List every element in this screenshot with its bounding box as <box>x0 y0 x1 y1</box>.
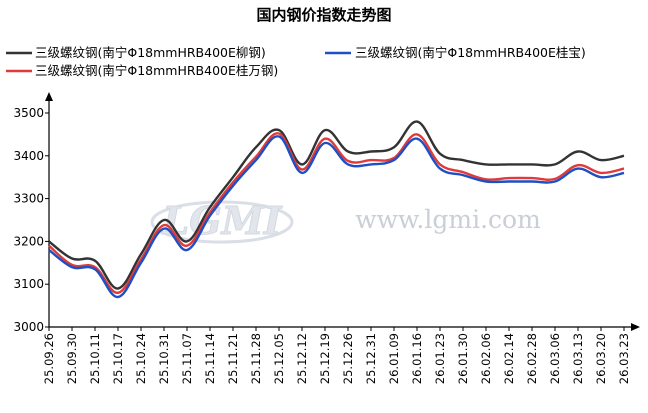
x-tick-label: 25.11.07 <box>180 333 194 384</box>
x-tick-label: 26.01.30 <box>456 333 470 384</box>
x-tick-label: 26.03.20 <box>594 333 608 384</box>
x-tick-label: 25.10.24 <box>134 333 148 384</box>
x-tick-label: 25.10.17 <box>111 333 125 384</box>
legend-label-guibao: 三级螺纹钢(南宁Φ18mmHRB400E桂宝) <box>355 45 586 60</box>
x-tick-label: 25.12.31 <box>364 333 378 384</box>
watermark-logo: LGMI <box>161 198 282 243</box>
chart-title: 国内钢价指数走势图 <box>256 6 391 24</box>
x-axis-arrow <box>631 323 640 331</box>
watermark: LGMI www.lgmi.com <box>150 198 541 244</box>
y-tick-label: 3000 <box>13 320 44 334</box>
x-tick-label: 25.10.11 <box>88 333 102 384</box>
x-tick-label: 25.10.31 <box>157 333 171 384</box>
x-tick-label: 26.01.09 <box>387 333 401 384</box>
x-tick-label: 26.02.28 <box>525 333 539 384</box>
y-tick-label: 3500 <box>13 106 44 120</box>
legend-label-liugang: 三级螺纹钢(南宁Φ18mmHRB400E柳钢) <box>35 45 266 60</box>
legend-label-guiwangang: 三级螺纹钢(南宁Φ18mmHRB400E桂万钢) <box>35 63 278 78</box>
x-tick-label: 25.12.05 <box>272 333 286 384</box>
y-tick-label: 3200 <box>13 234 44 248</box>
x-tick-label: 26.03.23 <box>617 333 631 384</box>
series-line-guiwangang <box>48 132 625 294</box>
y-tick-label: 3100 <box>13 277 44 291</box>
x-tick-label: 26.03.06 <box>548 333 562 384</box>
x-ticks: 25.09.26 25.09.30 25.10.11 25.10.17 25.10.24… <box>42 327 631 384</box>
y-tick-label: 3300 <box>13 192 44 206</box>
x-tick-label: 26.01.23 <box>433 333 447 384</box>
watermark-url: www.lgmi.com <box>355 205 541 234</box>
y-ticks: 3000 3100 3200 3300 3400 3500 <box>13 106 49 334</box>
x-tick-label: 25.09.30 <box>65 333 79 384</box>
x-tick-label: 25.11.21 <box>226 333 240 384</box>
series-line-guibao <box>48 135 625 299</box>
x-tick-label: 25.12.19 <box>318 333 332 384</box>
watermark-ring <box>150 200 294 244</box>
x-tick-label: 25.12.26 <box>341 333 355 384</box>
x-tick-label: 26.02.14 <box>502 333 516 384</box>
legend: 三级螺纹钢(南宁Φ18mmHRB400E柳钢) 三级螺纹钢(南宁Φ18mmHRB… <box>6 45 586 78</box>
series-layer <box>48 120 625 299</box>
x-tick-label: 26.03.13 <box>571 333 585 384</box>
y-axis-arrow <box>45 92 53 101</box>
x-tick-label: 26.01.16 <box>410 333 424 384</box>
series-line-liugang <box>48 120 625 290</box>
x-tick-label: 25.11.14 <box>203 333 217 384</box>
x-tick-label: 25.11.28 <box>249 333 263 384</box>
x-tick-label: 26.02.06 <box>479 333 493 384</box>
x-tick-label: 25.09.26 <box>42 333 56 384</box>
x-tick-label: 25.12.12 <box>295 333 309 384</box>
y-tick-label: 3400 <box>13 149 44 163</box>
